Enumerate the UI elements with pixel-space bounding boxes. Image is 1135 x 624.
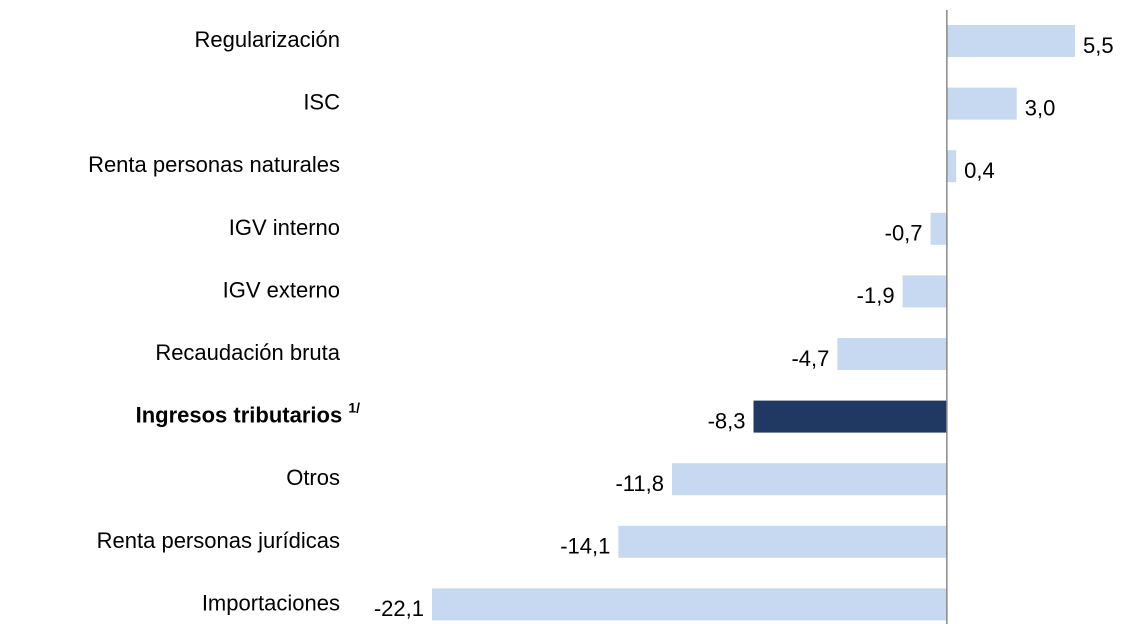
bar — [946, 25, 1075, 57]
category-label: Recaudación bruta — [155, 340, 340, 365]
category-label: Renta personas jurídicas — [97, 528, 340, 553]
category-text: Renta personas naturales — [88, 152, 340, 177]
value-label: -8,3 — [708, 408, 746, 433]
category-text: ISC — [303, 89, 340, 114]
category-text: Importaciones — [202, 590, 340, 615]
category-text: Renta personas jurídicas — [97, 528, 340, 553]
category-text: IGV externo — [223, 277, 340, 302]
value-label: -1,9 — [857, 283, 895, 308]
value-label: -22,1 — [374, 596, 424, 621]
value-label: 0,4 — [964, 158, 995, 183]
category-text: IGV interno — [229, 215, 340, 240]
category-label: ISC — [303, 89, 340, 114]
category-label: Otros — [286, 465, 340, 490]
category-label: Ingresos tributarios 1/ — [136, 399, 361, 427]
bar — [946, 87, 1017, 120]
category-label: IGV interno — [229, 215, 340, 240]
bar — [930, 212, 947, 245]
category-text: Regularización — [194, 27, 340, 52]
category-label: Importaciones — [202, 590, 340, 615]
category-text: Ingresos tributarios — [136, 402, 349, 427]
bar — [753, 400, 947, 433]
value-label: -4,7 — [791, 346, 829, 371]
footnote-mark: 1/ — [348, 399, 360, 415]
category-label: Renta personas naturales — [88, 152, 340, 177]
value-label: 3,0 — [1025, 95, 1056, 120]
bar — [837, 338, 947, 370]
bar — [946, 150, 957, 183]
bar — [432, 588, 947, 621]
category-text: Recaudación bruta — [155, 340, 340, 365]
category-label: IGV externo — [223, 277, 340, 302]
category-label: Regularización — [194, 27, 340, 52]
category-text: Otros — [286, 465, 340, 490]
bar — [618, 525, 947, 558]
value-label: -14,1 — [560, 534, 610, 559]
bar — [902, 275, 947, 308]
value-label: -11,8 — [615, 471, 664, 496]
bar — [671, 463, 947, 496]
value-label: 5,5 — [1083, 33, 1114, 58]
value-label: -0,7 — [885, 221, 923, 246]
